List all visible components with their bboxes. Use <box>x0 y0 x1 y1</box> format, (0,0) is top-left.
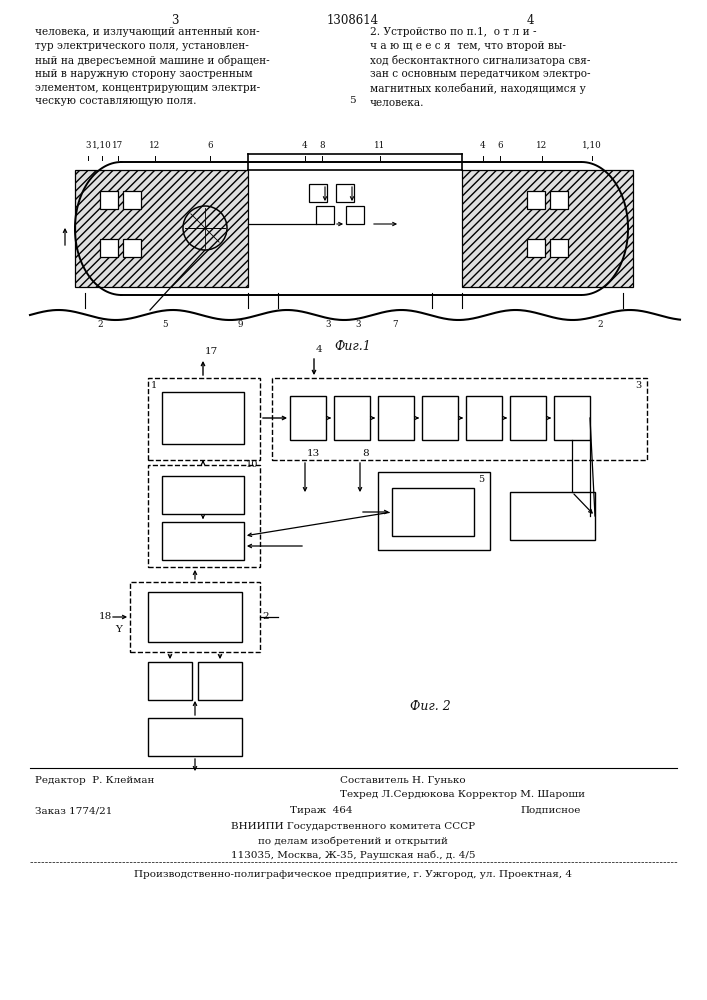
Bar <box>148 465 260 567</box>
Text: 24: 24 <box>390 414 402 422</box>
Text: 16: 16 <box>196 413 210 423</box>
Text: 11: 11 <box>545 511 559 521</box>
Text: 26: 26 <box>477 414 491 422</box>
Text: 15: 15 <box>196 490 210 500</box>
Bar <box>466 396 502 440</box>
Text: 20: 20 <box>163 676 177 686</box>
Bar <box>510 396 546 440</box>
Text: 5: 5 <box>478 475 484 484</box>
Text: 19: 19 <box>188 612 202 622</box>
Text: человека, и излучающий антенный кон-
тур электрического поля, установлен-
ный на: человека, и излучающий антенный кон- тур… <box>35 27 269 106</box>
Bar <box>100 239 118 257</box>
Bar <box>148 662 192 700</box>
Bar <box>162 392 244 444</box>
Text: Заказ 1774/21: Заказ 1774/21 <box>35 806 112 815</box>
Text: 22: 22 <box>301 414 315 422</box>
Bar <box>148 592 242 642</box>
Bar <box>290 396 326 440</box>
Bar <box>162 522 244 560</box>
Bar <box>336 184 354 202</box>
Text: 11: 11 <box>375 141 385 150</box>
Bar <box>100 191 118 209</box>
Text: по делам изобретений и открытий: по делам изобретений и открытий <box>258 836 448 846</box>
Bar <box>378 396 414 440</box>
Text: 28: 28 <box>566 414 578 422</box>
Text: 1: 1 <box>151 381 157 390</box>
Text: 25: 25 <box>433 414 447 422</box>
Text: 2. Устройство по п.1,  о т л и -
ч а ю щ е е с я  тем, что второй вы-
ход бескон: 2. Устройство по п.1, о т л и - ч а ю щ … <box>370 27 590 108</box>
Text: 27: 27 <box>521 414 534 422</box>
Bar <box>554 396 590 440</box>
Bar <box>123 239 141 257</box>
Bar <box>148 378 260 460</box>
Bar <box>462 170 633 287</box>
Text: 8: 8 <box>319 141 325 150</box>
Bar <box>527 239 545 257</box>
Text: 18: 18 <box>99 612 112 621</box>
Text: 6: 6 <box>497 141 503 150</box>
Text: ВНИИПИ Государственного комитета СССР: ВНИИПИ Государственного комитета СССР <box>231 822 475 831</box>
Text: 3: 3 <box>86 141 90 150</box>
Text: 6: 6 <box>207 141 213 150</box>
Bar <box>550 239 568 257</box>
Bar <box>378 472 490 550</box>
Text: 5: 5 <box>349 96 356 105</box>
Text: 2: 2 <box>262 612 269 621</box>
Text: 1,10: 1,10 <box>582 141 602 150</box>
Text: 14: 14 <box>196 536 210 546</box>
Bar <box>148 718 242 756</box>
Bar <box>75 170 248 287</box>
Text: 23: 23 <box>346 414 358 422</box>
Text: 4: 4 <box>302 141 308 150</box>
Text: 12: 12 <box>149 141 160 150</box>
Text: 2: 2 <box>97 320 103 329</box>
Bar <box>334 396 370 440</box>
Text: 3: 3 <box>635 381 641 390</box>
Text: 10: 10 <box>246 460 258 469</box>
Bar <box>130 582 260 652</box>
Text: 113035, Москва, Ж-35, Раушская наб., д. 4/5: 113035, Москва, Ж-35, Раушская наб., д. … <box>230 850 475 859</box>
Text: Тираж  464: Тираж 464 <box>290 806 353 815</box>
Text: 9: 9 <box>238 320 243 329</box>
Bar <box>550 191 568 209</box>
Text: ~6: ~6 <box>187 732 203 742</box>
Text: Производственно-полиграфическое предприятие, г. Ужгород, ул. Проектная, 4: Производственно-полиграфическое предприя… <box>134 870 572 879</box>
Text: 17: 17 <box>112 141 124 150</box>
Text: 13: 13 <box>307 449 320 458</box>
Text: 29: 29 <box>426 507 440 517</box>
Bar <box>123 191 141 209</box>
Text: 12: 12 <box>537 141 548 150</box>
Bar <box>198 662 242 700</box>
Bar <box>527 191 545 209</box>
Text: Подписное: Подписное <box>520 806 580 815</box>
Text: 4: 4 <box>526 14 534 27</box>
Text: 7: 7 <box>392 320 398 329</box>
Text: 21: 21 <box>213 676 227 686</box>
Text: 2: 2 <box>597 320 603 329</box>
Text: 3: 3 <box>171 14 179 27</box>
Text: Y: Y <box>115 625 122 634</box>
Bar <box>309 184 327 202</box>
Text: 3: 3 <box>355 320 361 329</box>
Bar <box>346 206 364 224</box>
Bar <box>510 492 595 540</box>
Text: 17: 17 <box>205 347 218 356</box>
Bar <box>392 488 474 536</box>
Bar <box>272 378 647 460</box>
Text: 3: 3 <box>325 320 331 329</box>
Text: 8: 8 <box>362 449 368 458</box>
Text: Составитель Н. Гунько: Составитель Н. Гунько <box>340 776 466 785</box>
Bar <box>316 206 334 224</box>
Bar <box>162 476 244 514</box>
Text: Фиг. 2: Фиг. 2 <box>409 700 450 713</box>
Text: 1,10: 1,10 <box>92 141 112 150</box>
Text: 4: 4 <box>316 345 322 354</box>
Text: Техред Л.Сердюкова Корректор М. Шароши: Техред Л.Сердюкова Корректор М. Шароши <box>340 790 585 799</box>
Text: 1308614: 1308614 <box>327 14 379 27</box>
Text: 4: 4 <box>480 141 486 150</box>
Text: Редактор  Р. Клейман: Редактор Р. Клейман <box>35 776 154 785</box>
Text: 5: 5 <box>162 320 168 329</box>
Bar <box>422 396 458 440</box>
Text: Фиг.1: Фиг.1 <box>334 340 371 353</box>
